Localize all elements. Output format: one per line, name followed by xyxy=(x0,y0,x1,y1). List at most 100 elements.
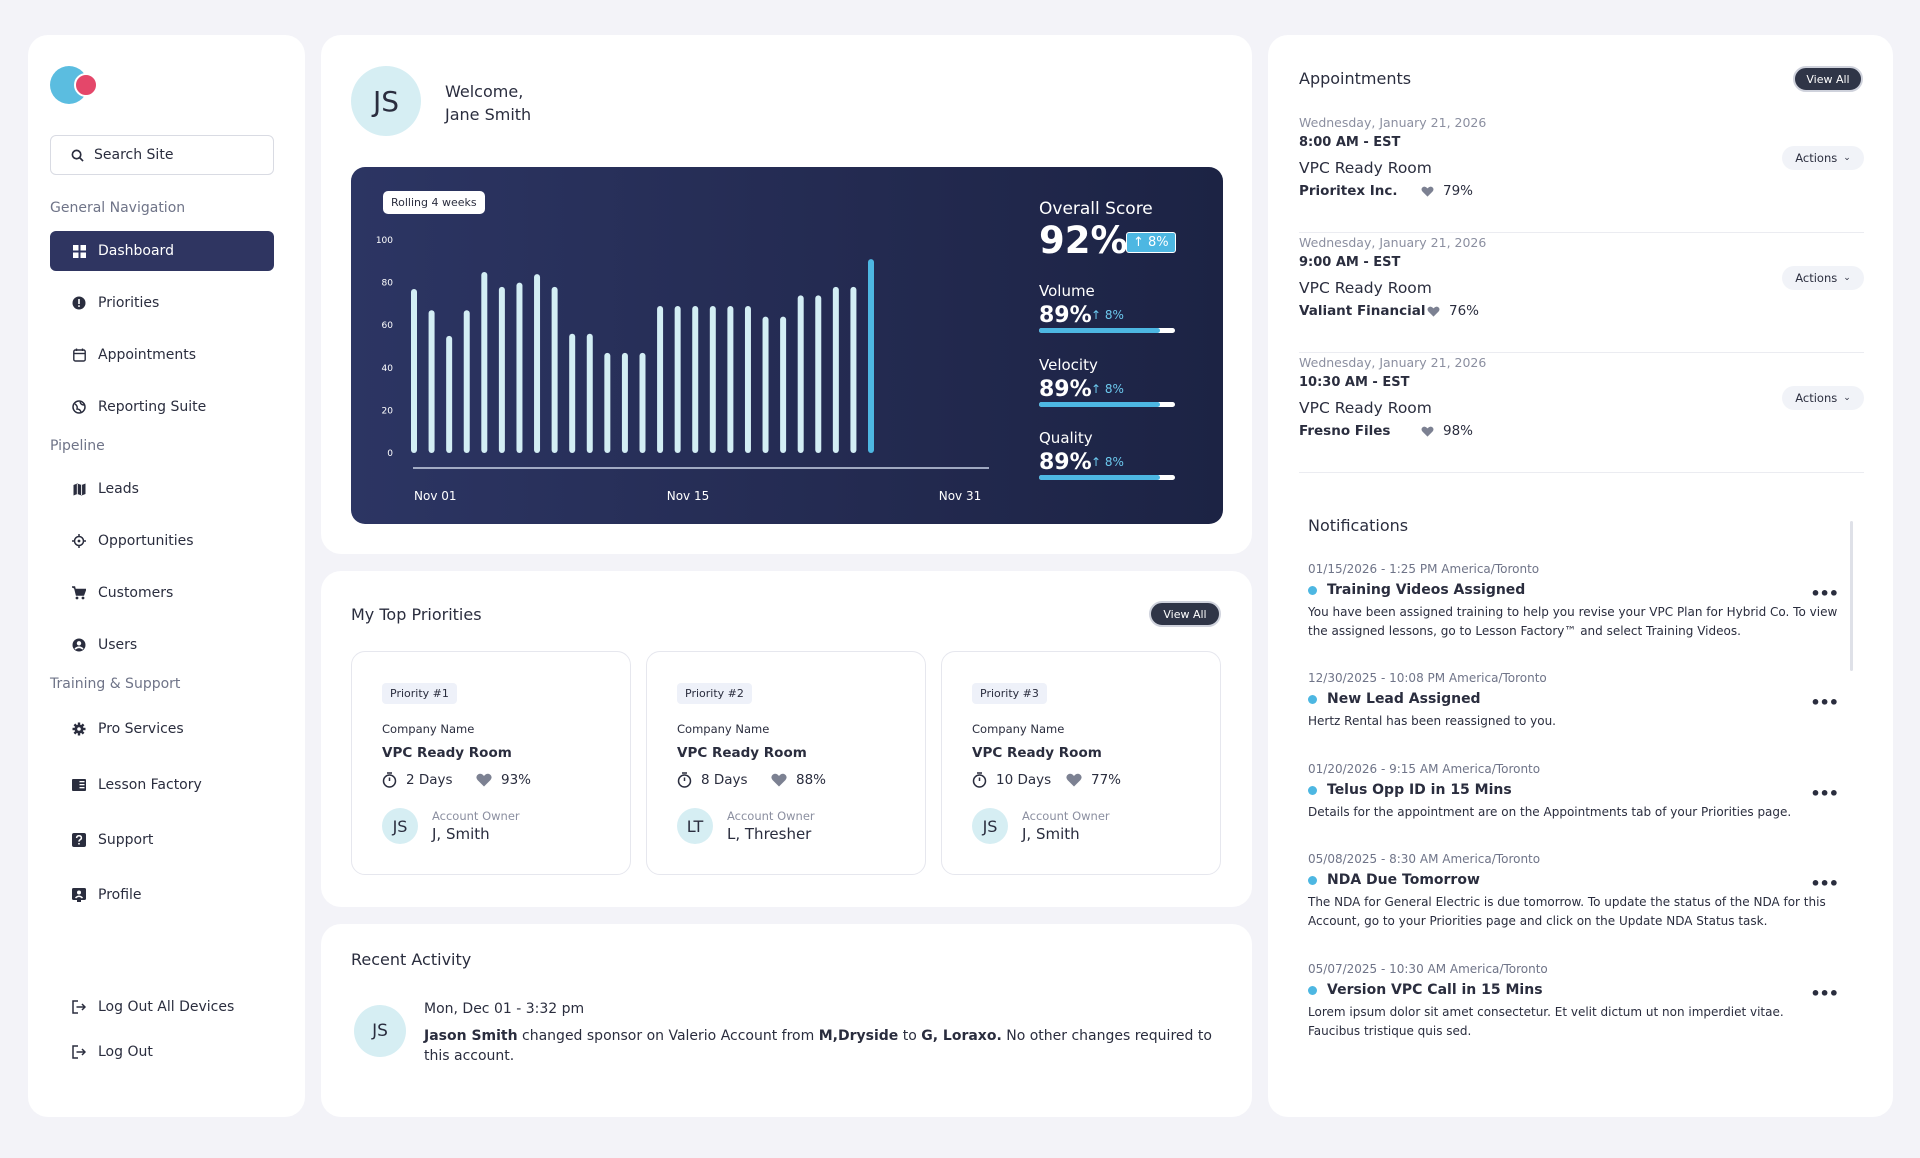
chart-bar[interactable] xyxy=(569,333,576,453)
chart-bar[interactable] xyxy=(604,352,611,453)
priority-card[interactable]: Priority #1 Company Name VPC Ready Room … xyxy=(351,651,631,875)
more-options-icon[interactable]: ••• xyxy=(1810,784,1839,803)
volume-progress xyxy=(1039,328,1175,333)
activity-message: Jason Smith changed sponsor on Valerio A… xyxy=(424,1026,1214,1066)
priorities-view-all-button[interactable]: View All xyxy=(1149,601,1221,627)
notification-body: You have been assigned training to help … xyxy=(1308,605,1838,638)
appointment-item[interactable]: Wednesday, January 21, 2026 9:00 AM - ES… xyxy=(1299,235,1864,353)
chart-bar[interactable] xyxy=(850,286,857,453)
notification-title-text: Version VPC Call in 15 Mins xyxy=(1327,982,1543,998)
appointment-percent: 76% xyxy=(1449,303,1480,319)
sidebar-item-dashboard[interactable]: Dashboard xyxy=(50,231,274,271)
unread-dot xyxy=(1308,785,1317,795)
notification-body: Lorem ipsum dolor sit amet consectetur. … xyxy=(1308,1005,1784,1038)
chart-bar[interactable] xyxy=(727,306,734,453)
appointment-company: Fresno Files xyxy=(1299,423,1391,439)
chart-bar[interactable] xyxy=(797,295,804,453)
sidebar-item-pro-services[interactable]: Pro Services xyxy=(50,709,274,749)
sidebar-item-label: Appointments xyxy=(98,347,197,363)
chevron-down-icon: ⌄ xyxy=(1843,273,1851,283)
chart-bar[interactable] xyxy=(621,352,628,453)
notification-title: New Lead Assigned xyxy=(1308,691,1838,707)
sidebar-item-appointments[interactable]: Appointments xyxy=(50,335,274,375)
actions-label: Actions xyxy=(1795,151,1838,165)
priority-card[interactable]: Priority #3 Company Name VPC Ready Room … xyxy=(941,651,1221,875)
chart-bar[interactable] xyxy=(551,286,558,453)
sidebar: Search Site General Navigation Dashboard… xyxy=(28,35,305,1117)
chart-bar[interactable] xyxy=(463,310,470,453)
sidebar-item-label: Support xyxy=(98,832,154,848)
appointment-item[interactable]: Wednesday, January 21, 2026 10:30 AM - E… xyxy=(1299,355,1864,473)
sidebar-item-reporting-suite[interactable]: Reporting Suite xyxy=(50,387,274,427)
chart-bar[interactable] xyxy=(428,310,435,453)
sidebar-item-priorities[interactable]: Priorities xyxy=(50,283,274,323)
chart-bar[interactable] xyxy=(762,316,769,453)
appointment-time: 10:30 AM - EST xyxy=(1299,375,1410,390)
chart-bar[interactable] xyxy=(498,286,505,453)
chart-bar[interactable] xyxy=(516,282,523,453)
search-input[interactable]: Search Site xyxy=(50,135,274,175)
more-options-icon[interactable]: ••• xyxy=(1810,874,1839,893)
sidebar-item-customers[interactable]: Customers xyxy=(50,573,274,613)
chart-bar[interactable] xyxy=(744,306,751,453)
more-options-icon[interactable]: ••• xyxy=(1810,984,1839,1003)
days-value: 8 Days xyxy=(701,772,748,788)
sidebar-item-support[interactable]: Support xyxy=(50,820,274,860)
chart-bar[interactable] xyxy=(692,306,699,453)
chart-bar[interactable] xyxy=(674,306,681,453)
chart-bar[interactable] xyxy=(586,333,593,453)
notification-title-text: New Lead Assigned xyxy=(1327,691,1481,707)
chart-bar[interactable] xyxy=(815,295,822,453)
y-tick-label: 80 xyxy=(382,279,394,289)
more-options-icon[interactable]: ••• xyxy=(1810,693,1839,712)
priority-card[interactable]: Priority #2 Company Name VPC Ready Room … xyxy=(646,651,926,875)
brand-logo[interactable] xyxy=(50,66,100,104)
appointment-actions-dropdown[interactable]: Actions ⌄ xyxy=(1782,386,1864,410)
notification-item[interactable]: 01/15/2026 - 1:25 PM America/Toronto Tra… xyxy=(1308,562,1839,641)
logout-label: Log Out xyxy=(98,1044,153,1060)
owner-name: L, Thresher xyxy=(727,825,812,843)
chart-bar[interactable] xyxy=(639,352,646,453)
sidebar-item-label: Lesson Factory xyxy=(98,777,202,793)
appointment-room: VPC Ready Room xyxy=(1299,279,1432,297)
notification-item[interactable]: 05/07/2025 - 10:30 AM America/Toronto Ve… xyxy=(1308,962,1839,1041)
chart-bar[interactable] xyxy=(481,271,488,453)
sidebar-item-lesson-factory[interactable]: Lesson Factory xyxy=(50,765,274,805)
sidebar-item-users[interactable]: Users xyxy=(50,625,274,665)
chart-bar[interactable] xyxy=(534,274,541,453)
notifications-scrollbar[interactable] xyxy=(1850,521,1853,671)
user-circle-icon xyxy=(72,638,86,652)
notification-body: The NDA for General Electric is due tomo… xyxy=(1308,895,1826,928)
chart-bar[interactable] xyxy=(657,306,664,453)
top-priorities-card: My Top Priorities View All Priority #1 C… xyxy=(321,571,1252,907)
notification-item[interactable]: 01/20/2026 - 9:15 AM America/Toronto Tel… xyxy=(1308,762,1839,822)
sidebar-item-label: Pro Services xyxy=(98,721,184,737)
chart-bar[interactable] xyxy=(709,306,716,453)
map-icon xyxy=(72,482,86,496)
logout-all-devices-button[interactable]: Log Out All Devices xyxy=(50,987,274,1027)
chart-bar[interactable] xyxy=(780,316,787,453)
unread-dot xyxy=(1308,585,1317,595)
overall-score-value: 92% xyxy=(1039,219,1128,262)
rolling-period-badge[interactable]: Rolling 4 weeks xyxy=(383,191,485,214)
sidebar-item-profile[interactable]: Profile xyxy=(50,875,274,915)
appointment-item[interactable]: Wednesday, January 21, 2026 8:00 AM - ES… xyxy=(1299,115,1864,233)
sidebar-item-opportunities[interactable]: Opportunities xyxy=(50,521,274,561)
activity-actor[interactable]: Jason Smith xyxy=(424,1028,518,1044)
sidebar-item-leads[interactable]: Leads xyxy=(50,469,274,509)
user-avatar[interactable]: JS xyxy=(351,66,421,136)
chart-bar[interactable] xyxy=(868,259,874,453)
chart-bar[interactable] xyxy=(446,335,453,453)
score-percent: 88% xyxy=(771,772,826,788)
notification-item[interactable]: 12/30/2025 - 10:08 PM America/Toronto Ne… xyxy=(1308,671,1839,731)
appointments-view-all-button[interactable]: View All xyxy=(1793,66,1863,92)
notification-item[interactable]: 05/08/2025 - 8:30 AM America/Toronto NDA… xyxy=(1308,852,1839,931)
appointment-actions-dropdown[interactable]: Actions ⌄ xyxy=(1782,146,1864,170)
appointment-date: Wednesday, January 21, 2026 xyxy=(1299,235,1487,250)
chart-bar[interactable] xyxy=(832,286,839,453)
logout-button[interactable]: Log Out xyxy=(50,1032,274,1072)
appointment-actions-dropdown[interactable]: Actions ⌄ xyxy=(1782,266,1864,290)
more-options-icon[interactable]: ••• xyxy=(1810,584,1839,603)
timer-icon xyxy=(677,772,692,788)
chart-bar[interactable] xyxy=(411,288,417,453)
